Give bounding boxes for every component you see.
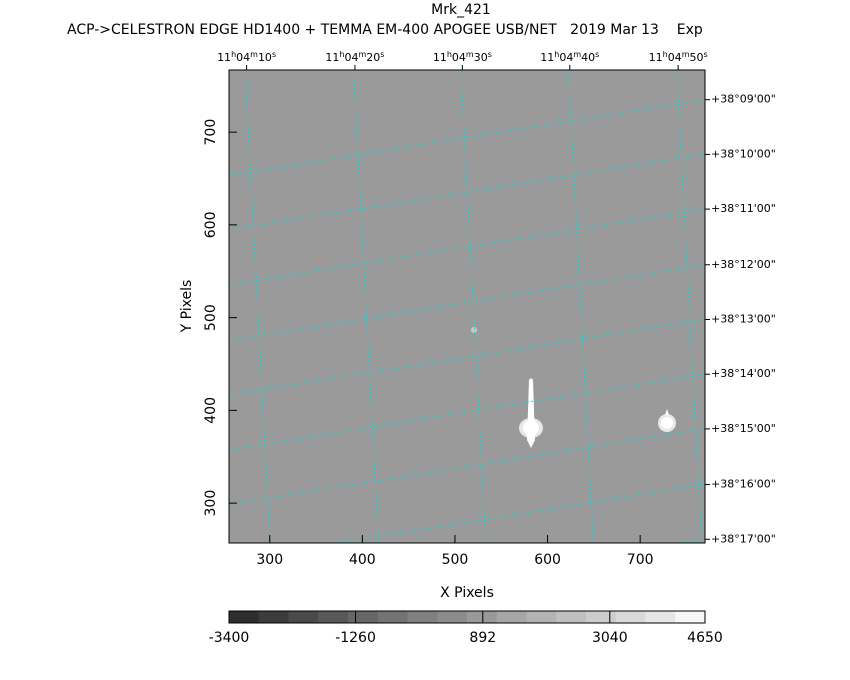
colorbar-swatch (377, 611, 408, 623)
right-tick-label: +38°14'00" (711, 367, 776, 380)
colorbar-swatch (348, 611, 379, 623)
y-tick-label: 700 (203, 119, 219, 146)
sources (471, 327, 676, 448)
y-tick-label: 300 (203, 490, 219, 517)
colorbar-swatch (467, 611, 498, 623)
colorbar-swatch (556, 611, 587, 623)
y-tick-label: 600 (203, 212, 219, 239)
chart-subtitle: ACP->CELESTRON EDGE HD1400 + TEMMA EM-40… (67, 22, 703, 38)
source-spike (665, 409, 669, 415)
x-axis-label: X Pixels (440, 585, 494, 601)
colorbar-swatch (229, 611, 260, 623)
colorbar-swatch (288, 611, 319, 623)
right-tick-label: +38°10'00" (711, 147, 776, 160)
source (471, 327, 477, 333)
image-background (229, 70, 705, 543)
colorbar-swatch (586, 611, 617, 623)
y-axis-label: Y Pixels (179, 280, 195, 334)
top-tick-label: 11h04m40s (540, 50, 599, 65)
grid-line (675, 538, 705, 543)
right-tick-label: +38°15'00" (711, 422, 776, 435)
right-tick-label: +38°12'00" (711, 258, 776, 271)
x-tick-label: 700 (627, 552, 654, 568)
colorbar-swatch (615, 611, 646, 623)
right-tick-label: +38°09'00" (711, 93, 776, 106)
top-tick-label: 11h04m30s (433, 50, 492, 65)
colorbar-swatch (645, 611, 676, 623)
colorbar-tick-label: 4650 (687, 630, 723, 646)
source (661, 417, 673, 429)
top-tick-label: 11h04m50s (649, 50, 708, 65)
y-tick-label: 500 (203, 304, 219, 331)
colorbar-swatch (318, 611, 349, 623)
right-tick-label: +38°11'00" (711, 202, 776, 215)
colorbar-tick-label: 892 (469, 630, 496, 646)
colorbar-tick-label: -1260 (335, 630, 376, 646)
x-tick-label: 600 (534, 552, 561, 568)
colorbar-tick-label: -3400 (209, 630, 250, 646)
y-tick-label: 400 (203, 397, 219, 424)
x-tick-label: 500 (442, 552, 469, 568)
source-spike (527, 378, 535, 448)
colorbar-swatch (526, 611, 557, 623)
colorbar-swatch (258, 611, 289, 623)
right-tick-label: +38°16'00" (711, 478, 776, 491)
plot-frame (228, 69, 706, 544)
x-tick-label: 300 (256, 552, 283, 568)
colorbar-swatch (675, 611, 706, 623)
right-tick-label: +38°17'00" (711, 532, 776, 545)
colorbar-swatch (407, 611, 438, 623)
right-tick-label: +38°13'00" (711, 312, 776, 325)
top-tick-label: 11h04m10s (217, 50, 276, 65)
top-tick-label: 11h04m20s (325, 50, 384, 65)
colorbar-tick-label: 3040 (592, 630, 628, 646)
colorbar-swatch (437, 611, 468, 623)
chart-title: Mrk_421 (431, 2, 491, 18)
x-tick-label: 400 (349, 552, 376, 568)
colorbar-swatch (496, 611, 527, 623)
